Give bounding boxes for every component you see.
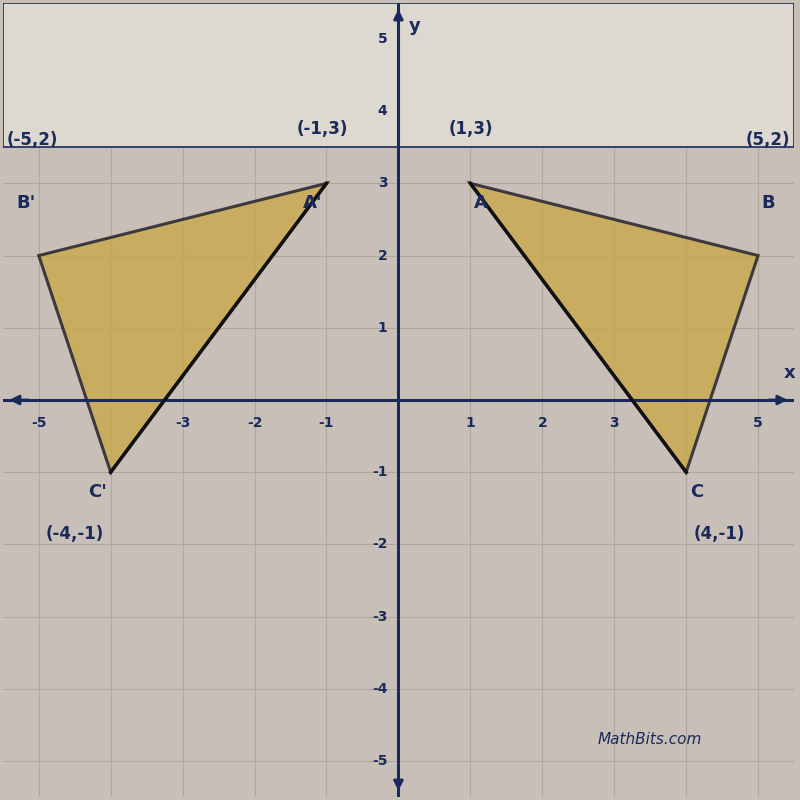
Text: -1: -1 <box>318 416 334 430</box>
Text: (-5,2): (-5,2) <box>6 131 58 149</box>
Text: 3: 3 <box>378 176 388 190</box>
Text: 2: 2 <box>538 416 547 430</box>
Text: -1: -1 <box>372 466 388 479</box>
Text: 4: 4 <box>378 104 388 118</box>
Text: 1: 1 <box>466 416 475 430</box>
Polygon shape <box>470 183 758 472</box>
Text: C': C' <box>88 483 107 501</box>
Text: B': B' <box>16 194 35 212</box>
Text: -5: -5 <box>372 754 388 768</box>
Text: C: C <box>690 483 703 501</box>
Text: A': A' <box>303 194 323 212</box>
Bar <box>2 2 794 147</box>
Text: (-1,3): (-1,3) <box>297 120 348 138</box>
Text: (1,3): (1,3) <box>449 120 494 138</box>
Text: y: y <box>410 18 421 35</box>
Text: 3: 3 <box>610 416 619 430</box>
Text: A: A <box>474 194 488 212</box>
Text: -2: -2 <box>246 416 262 430</box>
Text: -2: -2 <box>372 538 388 551</box>
Text: -4: -4 <box>372 682 388 696</box>
Text: B: B <box>762 194 775 212</box>
Text: (4,-1): (4,-1) <box>694 525 745 542</box>
Text: -3: -3 <box>372 610 388 624</box>
Text: (-4,-1): (-4,-1) <box>46 525 103 542</box>
Text: x: x <box>783 364 795 382</box>
Text: MathBits.com: MathBits.com <box>598 732 702 747</box>
Text: 5: 5 <box>754 416 763 430</box>
Text: -3: -3 <box>175 416 190 430</box>
Text: (5,2): (5,2) <box>746 131 790 149</box>
Text: 2: 2 <box>378 249 388 262</box>
Text: 5: 5 <box>378 32 388 46</box>
Text: 1: 1 <box>378 321 388 334</box>
Polygon shape <box>38 183 326 472</box>
Text: -5: -5 <box>31 416 46 430</box>
